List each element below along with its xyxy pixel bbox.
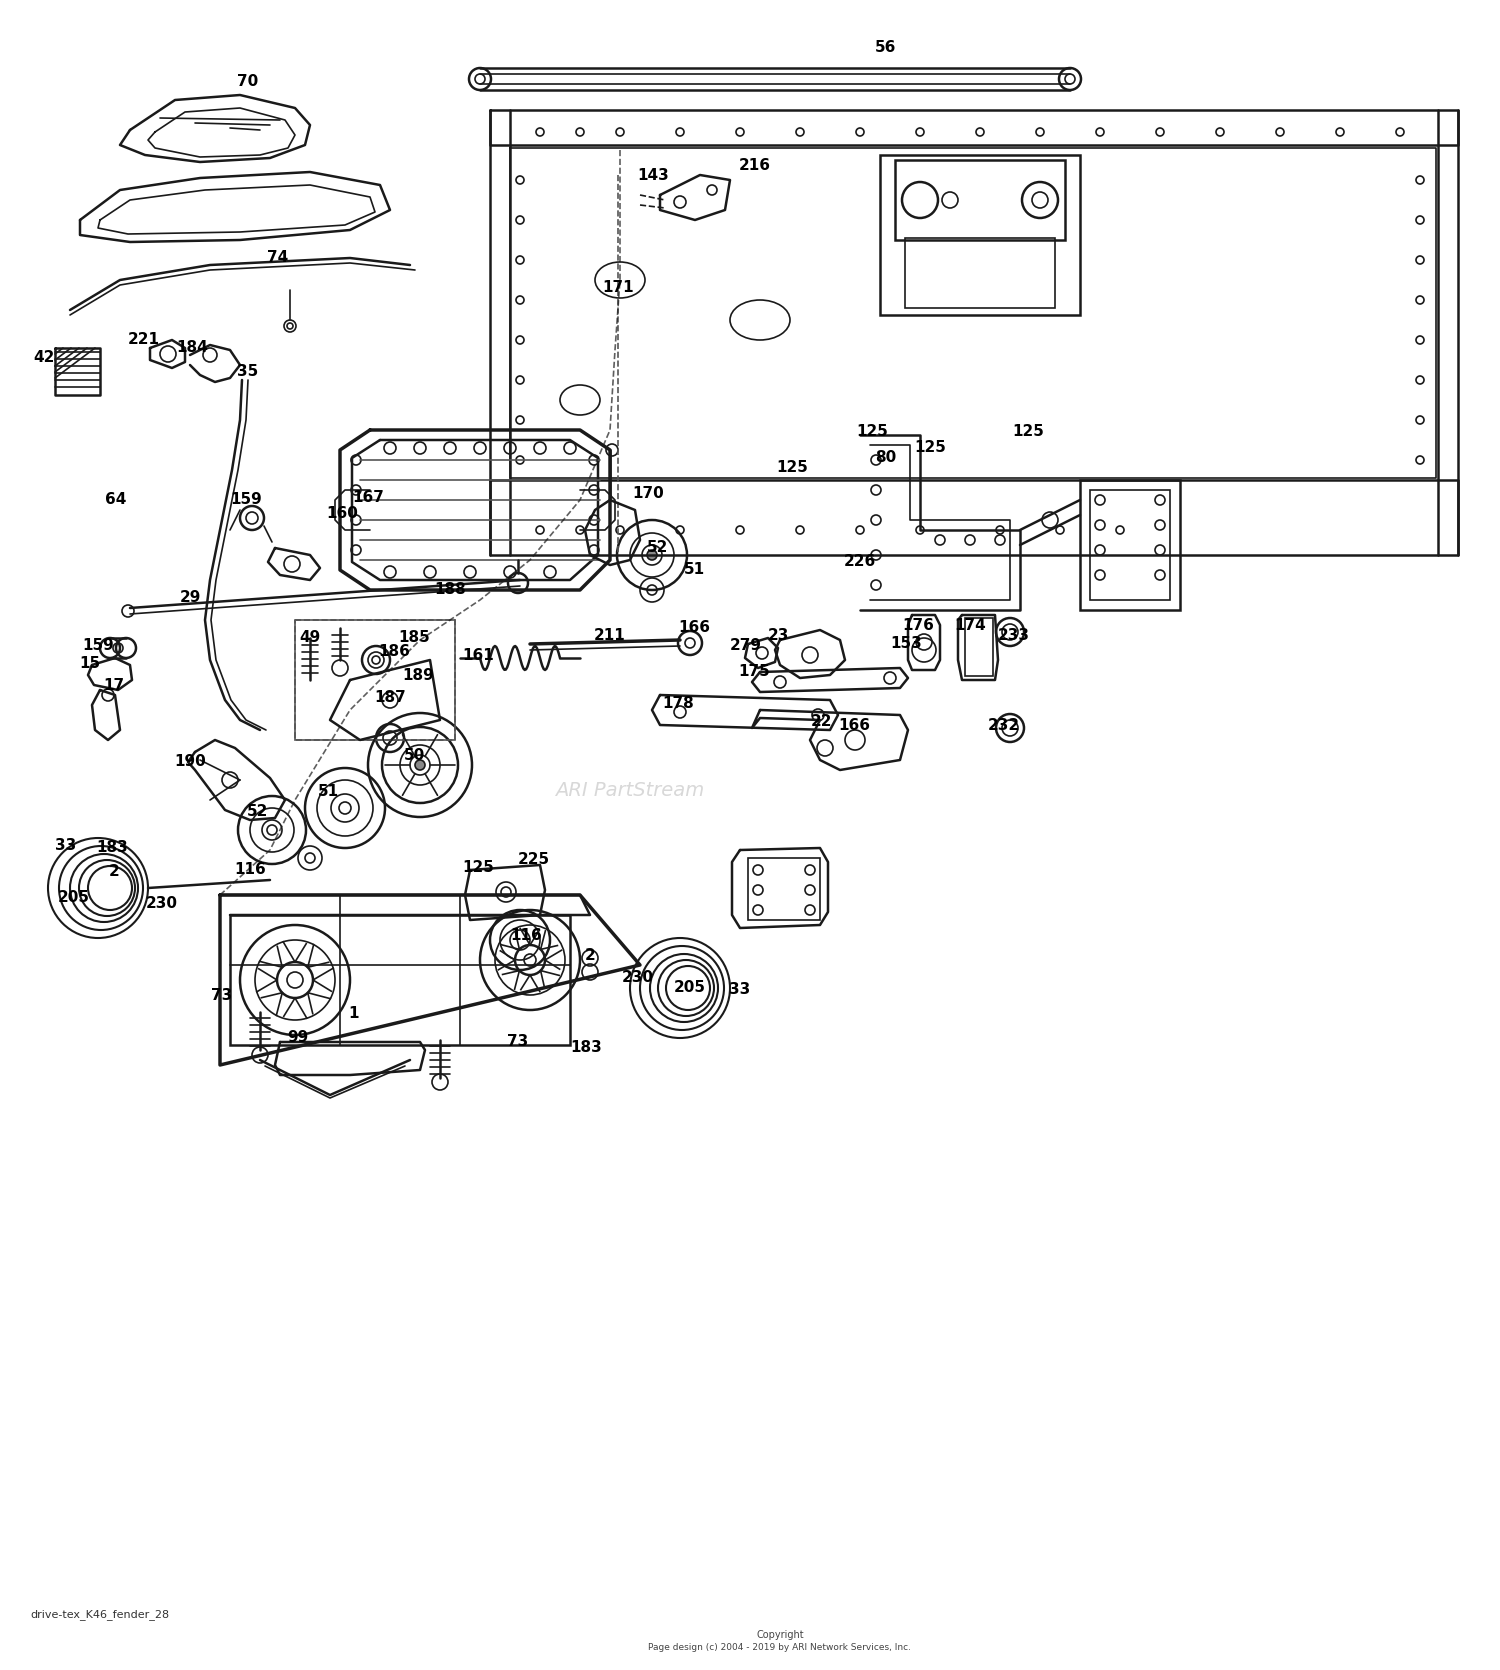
Text: 51: 51 — [318, 785, 339, 800]
Text: 174: 174 — [954, 618, 986, 633]
Text: 51: 51 — [684, 563, 705, 578]
Text: 33: 33 — [729, 982, 750, 997]
Bar — [964, 618, 993, 676]
Text: 161: 161 — [462, 648, 494, 663]
Text: 221: 221 — [128, 332, 160, 347]
Text: 211: 211 — [594, 628, 626, 643]
Text: 56: 56 — [876, 40, 897, 55]
Text: 2: 2 — [108, 865, 120, 880]
Text: Page design (c) 2004 - 2019 by ARI Network Services, Inc.: Page design (c) 2004 - 2019 by ARI Netwo… — [648, 1643, 912, 1652]
Text: 166: 166 — [839, 718, 870, 733]
Text: 125: 125 — [776, 461, 808, 476]
Text: 159: 159 — [82, 638, 114, 653]
Text: 29: 29 — [180, 591, 201, 606]
Text: 35: 35 — [237, 364, 258, 379]
Text: 116: 116 — [510, 929, 542, 944]
Bar — [904, 239, 1054, 307]
Text: 230: 230 — [146, 897, 178, 912]
Text: 205: 205 — [58, 890, 90, 905]
Text: 125: 125 — [856, 424, 888, 439]
Text: 143: 143 — [638, 167, 669, 182]
Text: 52: 52 — [648, 541, 669, 556]
Text: 184: 184 — [176, 341, 208, 356]
Text: 232: 232 — [988, 718, 1020, 733]
Text: 15: 15 — [80, 656, 100, 671]
Text: 52: 52 — [248, 805, 268, 820]
Text: drive-tex_K46_fender_28: drive-tex_K46_fender_28 — [30, 1610, 170, 1620]
Text: 125: 125 — [914, 441, 946, 456]
Text: 225: 225 — [518, 852, 550, 867]
Text: 189: 189 — [402, 668, 433, 683]
Text: 80: 80 — [876, 451, 897, 466]
Text: 187: 187 — [374, 690, 406, 705]
Text: 171: 171 — [602, 281, 634, 296]
Text: 216: 216 — [740, 157, 771, 172]
Text: 230: 230 — [622, 970, 654, 985]
Bar — [296, 620, 454, 740]
Text: 159: 159 — [230, 493, 262, 508]
Text: 1: 1 — [348, 1007, 360, 1022]
Text: 73: 73 — [211, 989, 232, 1004]
Text: 175: 175 — [738, 665, 770, 680]
Text: 49: 49 — [300, 631, 321, 646]
Bar — [880, 155, 1080, 316]
Text: 279: 279 — [730, 638, 762, 653]
Text: 170: 170 — [632, 486, 664, 501]
Text: 167: 167 — [352, 491, 384, 506]
Text: 160: 160 — [326, 506, 358, 521]
Text: 23: 23 — [768, 628, 789, 643]
Bar — [748, 858, 820, 920]
Text: 183: 183 — [570, 1040, 602, 1055]
Text: 166: 166 — [678, 621, 710, 636]
Text: 125: 125 — [1013, 424, 1044, 439]
Text: 99: 99 — [288, 1030, 309, 1045]
Text: 178: 178 — [662, 696, 694, 711]
Text: 125: 125 — [462, 860, 494, 875]
Text: 116: 116 — [234, 862, 266, 877]
Text: 176: 176 — [902, 618, 934, 633]
Text: ARI PartStream: ARI PartStream — [555, 780, 705, 800]
Text: 205: 205 — [674, 980, 706, 995]
Text: 233: 233 — [998, 628, 1030, 643]
Text: 74: 74 — [267, 250, 288, 266]
Text: 33: 33 — [56, 838, 76, 853]
Text: Copyright: Copyright — [756, 1630, 804, 1640]
Bar — [896, 160, 1065, 240]
Text: 226: 226 — [844, 554, 876, 569]
Bar — [230, 915, 570, 1045]
Text: 188: 188 — [433, 583, 466, 598]
Bar — [1080, 479, 1180, 610]
Circle shape — [416, 760, 424, 770]
Text: 50: 50 — [404, 748, 424, 763]
Text: 42: 42 — [33, 351, 54, 366]
Text: 153: 153 — [890, 636, 922, 651]
Text: 185: 185 — [398, 631, 430, 646]
Text: 22: 22 — [812, 715, 832, 730]
Text: 64: 64 — [105, 493, 126, 508]
Bar — [1090, 489, 1170, 600]
Text: 2: 2 — [585, 949, 596, 964]
Text: 17: 17 — [104, 678, 125, 693]
Text: 73: 73 — [507, 1034, 528, 1049]
Text: 190: 190 — [174, 755, 206, 770]
Text: 183: 183 — [96, 840, 128, 855]
Circle shape — [646, 549, 657, 559]
Text: 70: 70 — [237, 75, 258, 90]
Text: 186: 186 — [378, 645, 410, 660]
